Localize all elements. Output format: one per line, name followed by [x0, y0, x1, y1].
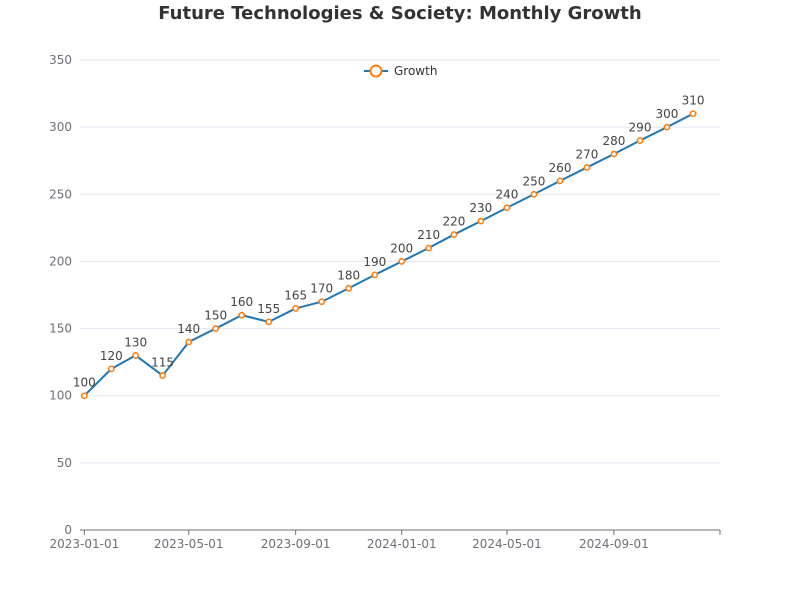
data-point — [503, 204, 511, 212]
data-label: 290 — [629, 121, 652, 135]
data-point — [450, 231, 458, 238]
data-point — [636, 137, 644, 144]
data-label: 170 — [310, 282, 333, 296]
data-point — [583, 164, 591, 171]
y-tick-label: 150 — [49, 322, 72, 336]
data-point — [371, 271, 379, 279]
data-point — [398, 258, 406, 265]
data-point — [212, 325, 220, 332]
x-tick-label: 2023-01-01 — [49, 537, 119, 551]
data-label: 230 — [469, 201, 492, 215]
data-label: 220 — [442, 215, 465, 229]
data-point — [318, 298, 326, 306]
data-label: 190 — [363, 255, 386, 269]
y-tick-label: 350 — [49, 53, 72, 67]
data-label: 120 — [100, 349, 123, 363]
x-axis: 2023-01-01 2023-05-01 2023-09-01 2024-01-01… — [49, 529, 721, 551]
data-label: 155 — [257, 302, 280, 316]
gridlines — [80, 59, 720, 464]
data-label: 160 — [230, 295, 253, 309]
data-label: 100 — [73, 376, 96, 390]
legend-marker — [369, 64, 383, 78]
data-point — [80, 392, 88, 400]
data-point — [610, 150, 618, 158]
data-label: 270 — [576, 147, 599, 161]
y-tick-label: 300 — [49, 120, 72, 134]
x-tick-label: 2024-05-01 — [472, 537, 542, 551]
data-label: 140 — [177, 322, 200, 336]
series-line — [83, 112, 694, 397]
data-point — [556, 177, 564, 185]
data-point — [477, 217, 485, 225]
legend[interactable]: Growth — [364, 64, 437, 78]
data-point — [425, 244, 433, 252]
x-tick-label: 2024-01-01 — [367, 537, 437, 551]
data-point — [132, 352, 140, 359]
data-label: 180 — [337, 268, 360, 282]
data-point — [265, 318, 273, 326]
x-tick-label: 2023-05-01 — [154, 537, 224, 551]
data-label: 240 — [496, 188, 519, 202]
y-tick-label: 0 — [64, 523, 72, 537]
data-label: 310 — [682, 94, 705, 108]
data-point — [107, 365, 115, 373]
data-point — [345, 284, 353, 292]
data-label: 115 — [151, 356, 174, 370]
data-point — [663, 123, 671, 131]
y-tick-label: 50 — [57, 456, 72, 470]
data-point — [689, 110, 697, 118]
data-point — [185, 338, 193, 346]
data-label: 250 — [522, 174, 545, 188]
data-label: 200 — [390, 241, 413, 255]
x-tick-label: 2023-09-01 — [261, 537, 331, 551]
data-point — [292, 305, 300, 312]
y-tick-label: 250 — [49, 187, 72, 201]
chart-title: Future Technologies & Society: Monthly G… — [158, 3, 641, 24]
data-point — [530, 190, 538, 198]
legend-label: Growth — [394, 64, 437, 78]
data-label: 150 — [204, 309, 227, 323]
y-tick-label: 100 — [49, 389, 72, 403]
data-label: 260 — [549, 161, 572, 175]
data-label: 280 — [602, 134, 625, 148]
data-point — [159, 372, 167, 379]
y-axis: 0 50 100 150 200 250 300 350 — [49, 53, 72, 537]
data-point — [238, 311, 246, 319]
y-tick-label: 200 — [49, 254, 72, 268]
data-label: 210 — [417, 228, 440, 242]
x-tick-label: 2024-09-01 — [579, 537, 649, 551]
data-label: 165 — [284, 288, 307, 302]
data-label: 300 — [656, 107, 679, 121]
data-label: 130 — [124, 335, 147, 349]
